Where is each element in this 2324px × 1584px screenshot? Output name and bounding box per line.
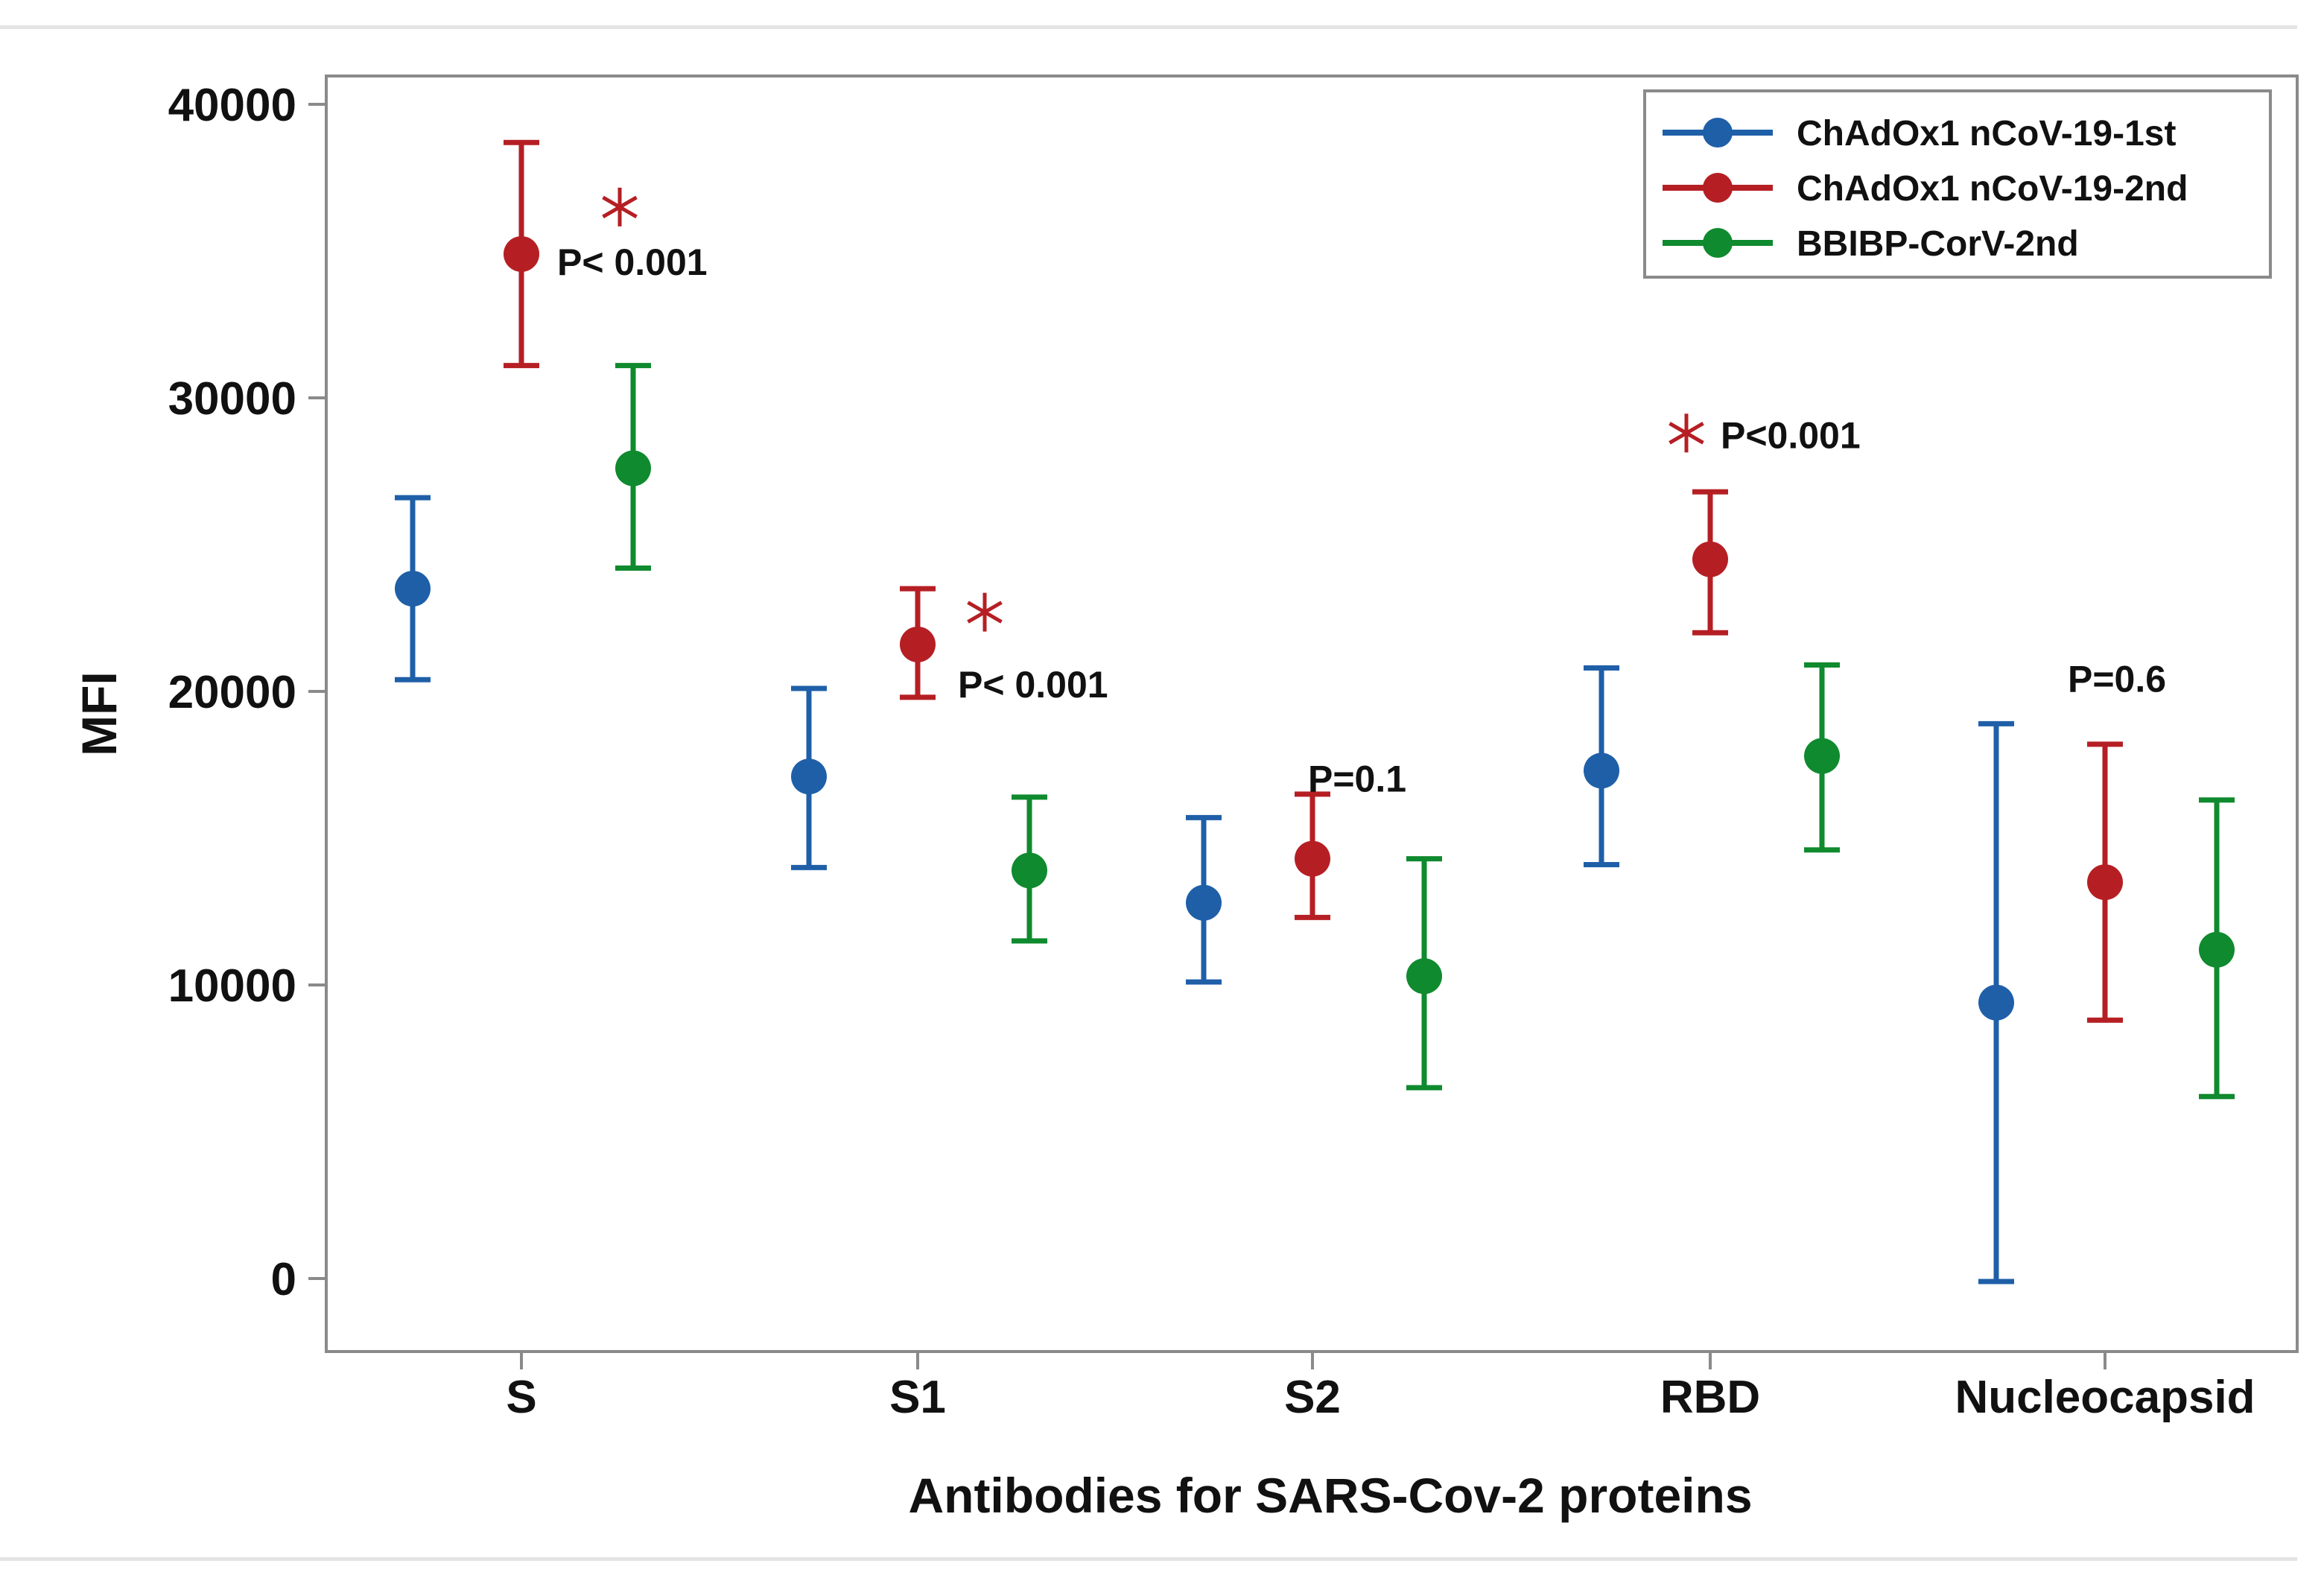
legend-label: ChAdOx1 nCoV-19-2nd [1797, 169, 2188, 209]
legend: ChAdOx1 nCoV-19-1st ChAdOx1 nCoV-19-2nd BB… [1643, 89, 2272, 279]
y-tick-label: 0 [271, 1254, 296, 1305]
significance-star-icon [1669, 414, 1704, 453]
legend-label: ChAdOx1 nCoV-19-1st [1797, 114, 2176, 153]
series-bbibp-corv-2nd [615, 363, 2235, 1100]
legend-item-bbibp-corv-2nd: BBIBP-CorV-2nd [1663, 224, 2079, 264]
x-tick-label-nucleocapsid: Nucleocapsid [1955, 1372, 2255, 1423]
p-value-label-s: P< 0.001 [557, 241, 708, 283]
y-axis: 0 10000 20000 30000 40000 [168, 80, 326, 1305]
x-tick-label-s: S [506, 1372, 536, 1423]
mean-point-nucleocapsid [2087, 864, 2123, 901]
legend-swatch-marker [1703, 118, 1733, 148]
series-chadox1-ncov-19-1st [395, 495, 2014, 1284]
legend-item-chadox1-ncov-19-1st: ChAdOx1 nCoV-19-1st [1663, 114, 2176, 153]
series-layer [395, 139, 2235, 1284]
mean-point-s [615, 450, 651, 487]
p-value-label-s2: P=0.1 [1308, 758, 1406, 799]
mean-point-s [504, 235, 539, 272]
p-value-label-s1: P< 0.001 [958, 664, 1108, 706]
x-axis: S S1 S2 RBD Nucleocapsid [506, 1352, 2255, 1423]
top-divider [0, 25, 2297, 29]
p-value-label-rbd: P<0.001 [1721, 414, 1861, 456]
mean-point-s [395, 571, 431, 607]
legend-item-chadox1-ncov-19-2nd: ChAdOx1 nCoV-19-2nd [1663, 169, 2188, 209]
y-axis-title: MFI [72, 671, 127, 756]
mean-point-rbd [1804, 738, 1840, 774]
legend-swatch-marker [1703, 173, 1733, 203]
annotation-layer: P< 0.001 P< 0.001 P=0.1 P<0.001 P=0.6 [557, 187, 2166, 799]
y-tick-label: 20000 [168, 667, 296, 718]
significance-star-icon [967, 592, 1003, 632]
mean-point-rbd [1584, 753, 1619, 789]
mean-point-s1 [1012, 852, 1047, 889]
series-chadox1-ncov-19-2nd [504, 139, 2123, 1023]
bottom-divider [0, 1557, 2297, 1561]
x-axis-title: Antibodies for SARS-Cov-2 proteins [908, 1468, 1752, 1523]
mean-point-nucleocapsid [2199, 931, 2235, 968]
mean-point-s2 [1406, 958, 1442, 995]
x-tick-label-s1: S1 [889, 1372, 946, 1423]
significance-star-icon [602, 187, 638, 226]
legend-box [1643, 89, 2272, 279]
p-value-label-nucleocapsid: P=0.6 [2068, 658, 2166, 700]
y-tick-label: 40000 [168, 80, 296, 131]
x-tick-label-rbd: RBD [1660, 1372, 1760, 1423]
mean-point-nucleocapsid [1978, 984, 2014, 1021]
legend-swatch-marker [1703, 228, 1733, 258]
mean-point-s2 [1295, 840, 1330, 877]
y-tick-label: 30000 [168, 373, 296, 425]
mean-point-s2 [1186, 884, 1222, 921]
mean-point-s1 [900, 626, 936, 662]
mean-point-s1 [791, 758, 827, 795]
legend-label: BBIBP-CorV-2nd [1797, 224, 2079, 264]
y-tick-label: 10000 [168, 960, 296, 1012]
x-tick-label-s2: S2 [1284, 1372, 1341, 1423]
mean-point-rbd [1692, 541, 1728, 577]
